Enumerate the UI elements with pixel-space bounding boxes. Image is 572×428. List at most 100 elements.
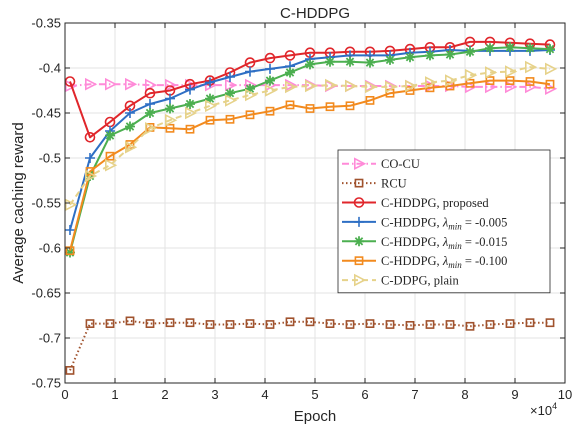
legend-label-part: min [448,260,462,270]
data-point [105,77,118,91]
data-point [345,101,355,111]
data-point [325,319,335,328]
data-point [545,44,555,55]
y-tick-label: -0.5 [39,151,61,166]
legend-label-part: C-HDDPG, proposed [381,196,489,210]
legend-marker [353,197,365,208]
data-point [225,88,235,99]
data-point [445,320,455,329]
y-axis-label: Average caching reward [10,122,27,283]
data-point [325,102,335,112]
data-point [145,78,158,92]
data-point [464,68,478,82]
data-point [544,62,558,76]
x-exponent-base: ×10 [530,403,552,418]
data-point [524,60,538,74]
legend-label-part: = -0.015 [462,235,508,249]
data-point [225,94,238,107]
data-point [465,78,475,88]
data-point [505,76,515,85]
x-tick-label: 4 [261,387,268,402]
data-point [245,319,255,328]
series-line [69,66,551,206]
data-point [445,49,455,60]
x-tick-label: 1 [111,387,118,402]
data-point [405,52,415,63]
data-point [465,321,475,331]
x-tick-label: 6 [361,387,368,402]
data-point [105,130,115,141]
legend-label-part: min [448,221,462,231]
data-point [85,319,95,328]
data-point [185,318,195,328]
x-axis-exponent: ×104 [530,401,557,418]
data-point [85,153,95,163]
data-point [105,319,115,328]
y-tick-label: -0.7 [39,331,61,346]
data-point [205,320,215,329]
data-point [145,99,155,109]
data-point [285,100,295,110]
data-point [525,43,535,54]
data-point [325,56,335,67]
legend-label-part: λ [442,254,449,268]
chart-title: C-HDDPG [280,5,350,22]
data-point [385,54,395,65]
y-tick-label: -0.55 [31,196,61,211]
y-tick-label: -0.65 [31,286,61,301]
data-point [125,108,135,118]
y-tick-label: -0.35 [31,16,61,31]
series-line [69,40,551,139]
x-tick-label: 3 [211,387,218,402]
data-point [245,83,255,94]
data-point [305,104,315,113]
data-point [165,93,175,104]
x-tick-label: 0 [61,387,68,402]
data-point [345,320,355,329]
legend-marker [354,178,364,188]
legend-label-part: C-HDDPG, [381,254,443,268]
data-point [285,317,295,327]
data-point [145,121,158,135]
data-point [245,110,255,120]
data-point [125,121,135,132]
legend-label: CO-CU [381,157,420,171]
data-point [484,66,498,79]
y-tick-label: -0.45 [31,106,61,121]
data-point [145,108,155,118]
data-point [245,88,258,102]
data-point [365,96,375,105]
y-tick-label: -0.6 [39,241,61,256]
data-point [205,99,218,113]
data-point [185,84,195,95]
data-point [364,80,378,94]
data-point [405,320,415,330]
data-point [125,316,135,326]
data-point [165,78,178,92]
data-point [165,123,175,133]
legend-label: C-HDDPG, λmin = -0.100 [381,254,507,270]
legend-label: C-HDDPG, λmin = -0.005 [381,215,507,231]
series-2 [65,316,555,375]
x-tick-label: 8 [461,387,468,402]
data-point [225,114,235,124]
data-point [65,365,75,375]
data-point [245,66,255,77]
data-point [265,320,275,329]
data-point [525,318,535,328]
series-3 [64,36,556,143]
data-point [65,247,75,258]
data-point [365,57,375,68]
data-point [265,63,275,74]
legend-label: RCU [381,177,407,191]
data-point [505,42,515,53]
data-point [105,158,118,172]
x-axis-label: Epoch [294,408,337,425]
data-point [344,79,358,93]
legend-box [337,149,551,294]
data-point [85,169,98,183]
data-point [205,115,215,125]
data-point [545,79,555,89]
legend-marker [354,216,364,227]
